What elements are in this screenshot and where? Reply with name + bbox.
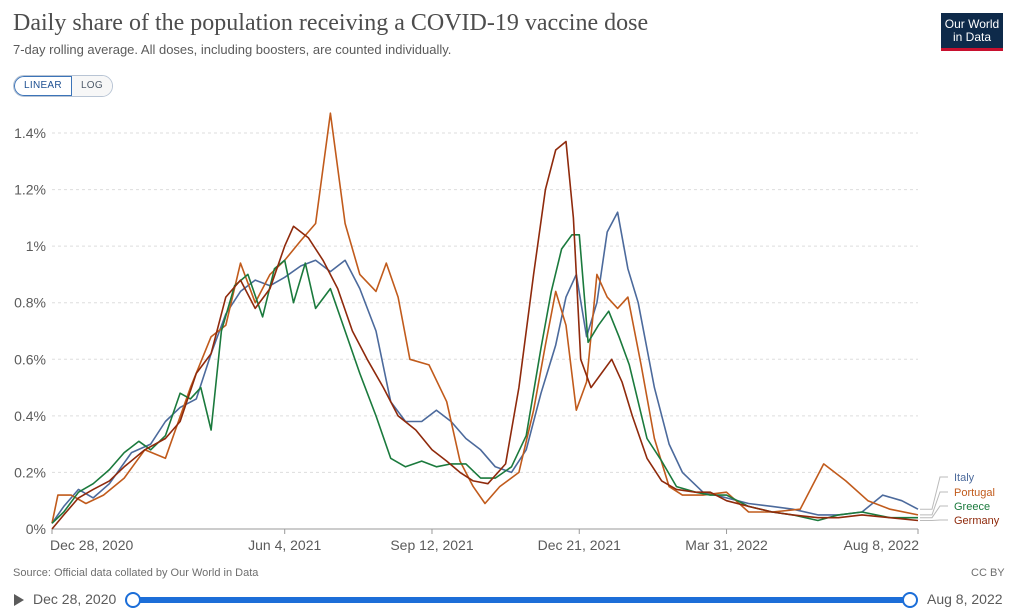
source-note: Source: Official data collated by Our Wo… xyxy=(13,567,259,579)
y-tick-label: 1.2% xyxy=(14,182,46,198)
legend-connector xyxy=(920,519,948,521)
y-tick-label: 0% xyxy=(26,521,46,537)
x-tick-label: Sep 12, 2021 xyxy=(390,537,474,553)
license-link[interactable]: CC BY xyxy=(971,567,1005,579)
scale-toggle: LINEAR LOG xyxy=(13,75,113,97)
x-tick-label: Mar 31, 2022 xyxy=(685,537,768,553)
legend-label-greece[interactable]: Greece xyxy=(954,501,990,513)
y-tick-label: 0.6% xyxy=(14,351,46,367)
y-axis-ticks: 0% 0.2% 0.4% 0.6% 0.8% 1% 1.2% 1.4% xyxy=(14,125,46,537)
legend-label-germany[interactable]: Germany xyxy=(954,515,1000,527)
owid-logo[interactable]: Our World in Data xyxy=(941,13,1003,51)
x-tick-label: Aug 8, 2022 xyxy=(843,537,919,553)
line-chart: 0% 0.2% 0.4% 0.6% 0.8% 1% 1.2% 1.4% Dec 28, 202… xyxy=(14,112,1000,553)
y-tick-label: 0.2% xyxy=(14,464,46,480)
timeline: Dec 28, 2020 Aug 8, 2022 xyxy=(0,588,1014,612)
x-axis-ticks: Dec 28, 2020 Jun 4, 2021 Sep 12, 2021 Dec 2… xyxy=(50,529,919,553)
series-line-greece[interactable] xyxy=(51,234,918,524)
chart-subtitle: 7-day rolling average. All doses, includ… xyxy=(13,42,452,57)
grid-lines xyxy=(52,132,918,530)
chart-title: Daily share of the population receiving … xyxy=(13,10,649,36)
x-tick-label: Dec 21, 2021 xyxy=(538,537,621,553)
series-line-portugal[interactable] xyxy=(51,112,919,524)
timeline-end-handle[interactable] xyxy=(902,592,918,608)
y-tick-label: 0.4% xyxy=(14,408,46,424)
series-line-italy[interactable] xyxy=(51,211,919,524)
legend-label-italy[interactable]: Italy xyxy=(954,472,975,484)
series-lines xyxy=(51,112,919,530)
legend-connector xyxy=(920,476,948,510)
timeline-end-label: Aug 8, 2022 xyxy=(927,591,1003,607)
series-line-germany[interactable] xyxy=(51,140,919,530)
x-tick-label: Jun 4, 2021 xyxy=(248,537,321,553)
x-tick-label: Dec 28, 2020 xyxy=(50,537,133,553)
logo-line-2: in Data xyxy=(952,30,992,44)
timeline-start-handle[interactable] xyxy=(125,592,141,608)
timeline-start-label: Dec 28, 2020 xyxy=(33,591,117,607)
log-scale-button[interactable]: LOG xyxy=(71,76,112,96)
y-tick-label: 1% xyxy=(26,238,46,254)
legend: Italy Portugal Greece Germany xyxy=(920,472,1000,527)
legend-label-portugal[interactable]: Portugal xyxy=(954,487,995,499)
timeline-track[interactable] xyxy=(133,597,910,603)
linear-scale-button[interactable]: LINEAR xyxy=(14,76,72,96)
legend-connector xyxy=(920,491,948,516)
y-tick-label: 0.8% xyxy=(14,295,46,311)
logo-line-1: Our World xyxy=(944,17,1000,31)
y-tick-label: 1.4% xyxy=(14,125,46,141)
play-icon[interactable] xyxy=(14,594,24,606)
legend-connector xyxy=(920,505,948,519)
